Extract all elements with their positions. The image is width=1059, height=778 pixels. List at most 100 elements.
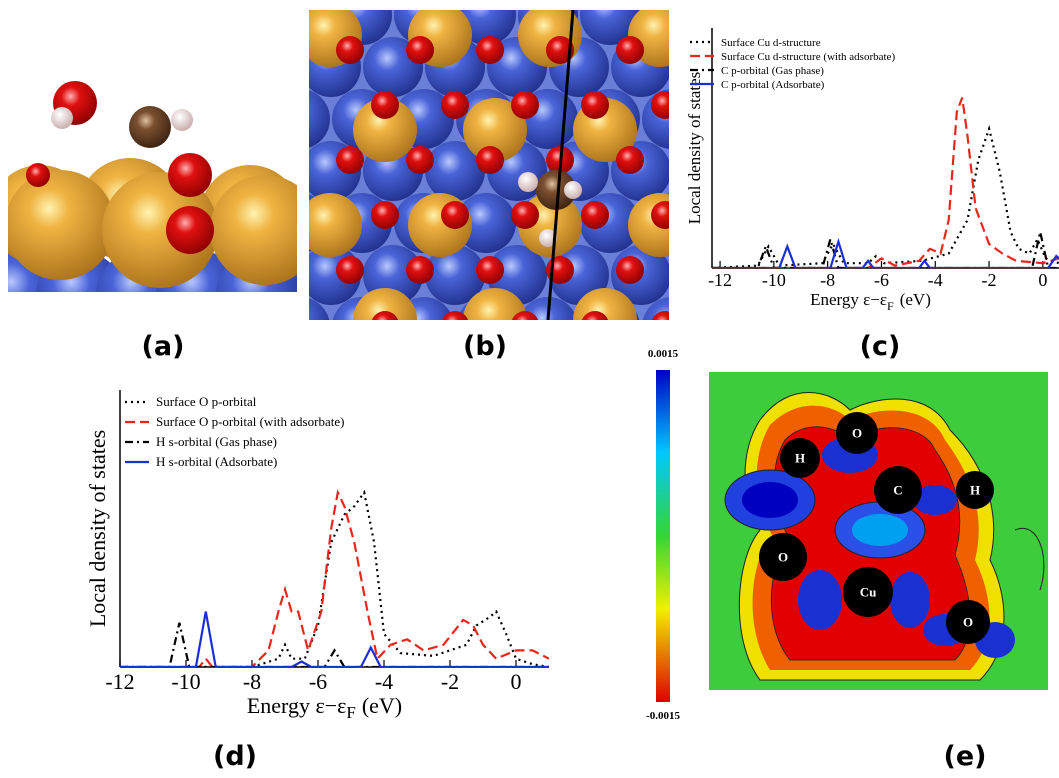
- x-tick-label: -10: [762, 270, 786, 290]
- atom-label: O: [852, 426, 862, 441]
- atom-label: O: [778, 550, 788, 565]
- atom-sphere: [651, 311, 679, 339]
- atom-sphere: [171, 109, 193, 131]
- legend-label: C p-orbital (Gas phase): [721, 65, 824, 77]
- atom-sphere: [270, 89, 330, 149]
- legend-label: Surface Cu d-structure (with adsorbate): [721, 51, 895, 63]
- x-tick-label: -4: [375, 669, 393, 694]
- atom-label: O: [963, 615, 973, 630]
- x-tick-label: -6: [874, 270, 889, 290]
- atom-sphere: [518, 172, 538, 192]
- atom-sphere: [210, 175, 320, 285]
- x-tick-label: 0: [1038, 270, 1047, 290]
- series-line: [712, 242, 1059, 268]
- atom-sphere: [441, 201, 469, 229]
- atom-sphere: [581, 201, 609, 229]
- colorbar-max: 0.0015: [648, 348, 679, 360]
- x-tick-label: -2: [982, 270, 997, 290]
- panel-label: (e): [944, 741, 987, 772]
- x-axis-label: Energy ε−εF (eV): [247, 693, 402, 722]
- atom-sphere: [26, 163, 50, 187]
- atom-sphere: [476, 146, 504, 174]
- atom-sphere: [721, 91, 749, 119]
- panel-label: (c): [860, 331, 901, 362]
- legend-label: Surface Cu d-structure: [721, 37, 821, 49]
- atom-sphere: [683, 288, 747, 352]
- colorbar: [656, 370, 670, 702]
- colorbar-min: -0.0015: [646, 710, 680, 722]
- line-chart: -12 -10 -8 -6 -4 -2 0 Local density of states En…: [685, 28, 1059, 313]
- x-label-sub: F: [887, 299, 894, 313]
- series-line: [120, 623, 549, 667]
- atom-sphere: [441, 91, 469, 119]
- x-label-unit: (eV): [900, 290, 931, 309]
- series-line: [712, 98, 1059, 268]
- atom-sphere: [564, 181, 582, 199]
- series-line: [712, 129, 1059, 268]
- atom-sphere: [476, 256, 504, 284]
- x-tick-label: -2: [441, 669, 459, 694]
- atom-sphere: [298, 193, 362, 257]
- atom-label: Cu: [860, 585, 877, 600]
- atom-sphere: [51, 107, 73, 129]
- structure-top-view: [270, 0, 749, 357]
- atom-sphere: [5, 170, 115, 280]
- atom-label: H: [795, 451, 805, 466]
- atom-sphere: [406, 146, 434, 174]
- legend-label: H s-orbital (Adsorbate): [156, 454, 277, 469]
- x-tick-label: 0: [511, 669, 522, 694]
- atom-sphere: [336, 146, 364, 174]
- x-tick-label: -10: [171, 669, 200, 694]
- structure-side-view: [0, 81, 320, 339]
- atom-sphere: [511, 91, 539, 119]
- x-tick-label: -12: [105, 669, 134, 694]
- x-tick-label: -8: [820, 270, 835, 290]
- atom-sphere: [616, 256, 644, 284]
- atom-sphere: [168, 153, 212, 197]
- atom-label: C: [893, 483, 902, 498]
- atom-sphere: [371, 201, 399, 229]
- atom-sphere: [651, 91, 679, 119]
- atom-sphere: [371, 311, 399, 339]
- atom-sphere: [511, 201, 539, 229]
- map: [709, 372, 1048, 690]
- atom-sphere: [651, 201, 679, 229]
- legend-label: C p-orbital (Adsorbate): [721, 79, 825, 91]
- panel-label: (d): [213, 741, 257, 772]
- charge-density-map: 0.0015 -0.0015 O H C H O Cu O: [646, 348, 1048, 722]
- atom-sphere: [406, 36, 434, 64]
- panel-label: (a): [142, 331, 185, 362]
- legend-label: H s-orbital (Gas phase): [156, 434, 277, 449]
- x-tick-label: -12: [708, 270, 732, 290]
- atom-sphere: [336, 256, 364, 284]
- atom-sphere: [721, 311, 749, 339]
- atom-sphere: [166, 206, 214, 254]
- atom-sphere: [476, 36, 504, 64]
- atom-sphere: [581, 91, 609, 119]
- y-axis-label: Local density of states: [685, 72, 704, 225]
- figure: 0.0015 -0.0015 O H C H O Cu O (a) (b) (c) (d) (e) -…: [0, 0, 1059, 778]
- x-label-main: Energy ε−ε: [247, 693, 347, 718]
- series-line: [712, 232, 1059, 268]
- atom-sphere: [270, 297, 330, 357]
- panel-label: (b): [463, 331, 507, 362]
- atom-sphere: [371, 91, 399, 119]
- series-line: [120, 612, 549, 667]
- x-axis-label: Energy ε−εF (eV): [810, 290, 931, 313]
- atom-sphere: [406, 256, 434, 284]
- legend-label: Surface O p-orbital (with adsorbate): [156, 414, 344, 429]
- x-tick-label: -4: [928, 270, 943, 290]
- atom-sphere: [616, 36, 644, 64]
- atom-sphere: [616, 146, 644, 174]
- atom-sphere: [129, 106, 171, 148]
- atom-sphere: [511, 311, 539, 339]
- atom-sphere: [581, 311, 609, 339]
- x-label-unit: (eV): [362, 693, 402, 718]
- y-axis-label: Local density of states: [85, 430, 110, 627]
- x-label-main: Energy ε−ε: [810, 290, 887, 309]
- x-label-sub: F: [346, 703, 355, 722]
- x-tick-label: -8: [243, 669, 261, 694]
- atom-sphere: [336, 36, 364, 64]
- atom-label: H: [970, 483, 980, 498]
